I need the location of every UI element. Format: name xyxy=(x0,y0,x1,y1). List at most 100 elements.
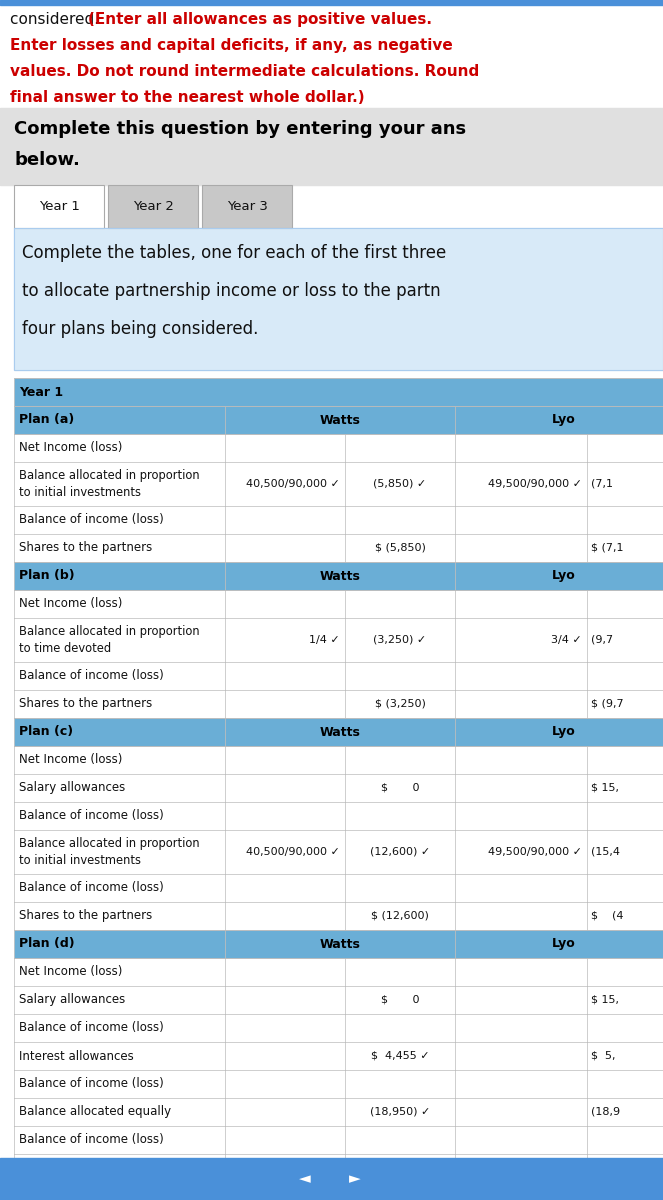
Text: considered.: considered. xyxy=(10,12,104,26)
Bar xyxy=(14,802,663,830)
Bar xyxy=(0,5,663,118)
Bar xyxy=(14,228,663,370)
Bar xyxy=(14,662,663,690)
Text: 3/4 ✓: 3/4 ✓ xyxy=(551,635,582,646)
Text: Shares to the partners: Shares to the partners xyxy=(19,1162,152,1175)
Text: $       0: $ 0 xyxy=(381,782,419,793)
Bar xyxy=(14,986,663,1014)
Text: Watts: Watts xyxy=(320,726,361,738)
Text: Plan (b): Plan (b) xyxy=(19,570,75,582)
Text: 40,500/90,000 ✓: 40,500/90,000 ✓ xyxy=(246,479,340,490)
Bar xyxy=(14,718,225,746)
Text: below.: below. xyxy=(14,151,80,169)
Bar xyxy=(14,958,663,986)
Bar xyxy=(455,718,663,746)
Text: (7,1: (7,1 xyxy=(591,479,613,490)
Text: Shares to the partners: Shares to the partners xyxy=(19,697,152,710)
Text: Net Income (loss): Net Income (loss) xyxy=(19,754,123,767)
Bar xyxy=(225,930,455,958)
Bar xyxy=(202,185,292,228)
Bar xyxy=(14,902,663,930)
Bar xyxy=(225,406,455,434)
Text: 49,500/90,000 ✓: 49,500/90,000 ✓ xyxy=(488,847,582,857)
Bar xyxy=(14,930,225,958)
Bar xyxy=(14,506,663,534)
Bar xyxy=(455,562,663,590)
Text: (18,950) ✓: (18,950) ✓ xyxy=(370,1106,430,1117)
Text: Balance allocated in proportion: Balance allocated in proportion xyxy=(19,468,200,481)
Text: Balance of income (loss): Balance of income (loss) xyxy=(19,1078,164,1091)
Text: Year 1: Year 1 xyxy=(19,385,63,398)
Text: $ (3,250): $ (3,250) xyxy=(375,698,426,709)
Text: Shares to the partners: Shares to the partners xyxy=(19,910,152,923)
Text: Salary allowances: Salary allowances xyxy=(19,781,125,794)
Bar xyxy=(14,874,663,902)
Text: Plan (c): Plan (c) xyxy=(19,726,73,738)
Bar xyxy=(14,590,663,618)
Text: Watts: Watts xyxy=(320,937,361,950)
Text: (15,4: (15,4 xyxy=(591,847,620,857)
Text: Salary allowances: Salary allowances xyxy=(19,994,125,1007)
Bar xyxy=(455,406,663,434)
Bar xyxy=(14,690,663,718)
Bar xyxy=(14,1014,663,1042)
Text: Balance of income (loss): Balance of income (loss) xyxy=(19,810,164,822)
Text: $  5,: $ 5, xyxy=(591,1051,615,1061)
Bar xyxy=(225,718,455,746)
Text: Balance of income (loss): Balance of income (loss) xyxy=(19,1021,164,1034)
Text: $    (4: $ (4 xyxy=(591,911,623,922)
Text: Year 2: Year 2 xyxy=(133,200,174,214)
Text: values. Do not round intermediate calculations. Round: values. Do not round intermediate calcul… xyxy=(10,64,479,79)
Text: (5,850) ✓: (5,850) ✓ xyxy=(373,479,426,490)
Text: Lyo: Lyo xyxy=(552,414,576,426)
Text: 49,500/90,000 ✓: 49,500/90,000 ✓ xyxy=(488,479,582,490)
Text: $ (14,495): $ (14,495) xyxy=(371,1163,429,1174)
Bar xyxy=(14,746,663,774)
Bar xyxy=(14,1098,663,1126)
Text: Plan (a): Plan (a) xyxy=(19,414,74,426)
Bar xyxy=(108,185,198,228)
Text: 1/4 ✓: 1/4 ✓ xyxy=(309,635,340,646)
Bar xyxy=(14,774,663,802)
Text: ►: ► xyxy=(349,1171,361,1187)
Bar xyxy=(455,930,663,958)
Text: $   1,: $ 1, xyxy=(591,1163,619,1174)
Bar xyxy=(14,534,663,562)
Text: $ (5,850): $ (5,850) xyxy=(375,542,426,553)
Bar xyxy=(14,228,663,370)
Bar xyxy=(14,378,663,406)
Text: Balance of income (loss): Balance of income (loss) xyxy=(19,670,164,683)
Text: Complete this question by entering your ans: Complete this question by entering your … xyxy=(14,120,466,138)
Bar xyxy=(0,108,663,185)
Text: Interest allowances: Interest allowances xyxy=(19,1050,134,1062)
Bar xyxy=(225,562,455,590)
Text: $ 15,: $ 15, xyxy=(591,995,619,1006)
Text: Lyo: Lyo xyxy=(552,570,576,582)
Text: $ (7,1: $ (7,1 xyxy=(591,542,623,553)
Bar xyxy=(14,830,663,874)
Bar xyxy=(14,1126,663,1154)
Text: to initial investments: to initial investments xyxy=(19,854,141,868)
Text: ◄: ◄ xyxy=(299,1171,311,1187)
Text: $ (12,600): $ (12,600) xyxy=(371,911,429,922)
Text: Balance of income (loss): Balance of income (loss) xyxy=(19,882,164,894)
Text: (9,7: (9,7 xyxy=(591,635,613,646)
Text: to time devoted: to time devoted xyxy=(19,642,111,655)
Bar xyxy=(14,406,225,434)
Text: Watts: Watts xyxy=(320,414,361,426)
Text: Balance allocated in proportion: Balance allocated in proportion xyxy=(19,624,200,637)
Text: Year 3: Year 3 xyxy=(227,200,267,214)
Text: 40,500/90,000 ✓: 40,500/90,000 ✓ xyxy=(246,847,340,857)
Text: (12,600) ✓: (12,600) ✓ xyxy=(370,847,430,857)
Text: four plans being considered.: four plans being considered. xyxy=(22,320,259,338)
Text: (Enter all allowances as positive values.: (Enter all allowances as positive values… xyxy=(88,12,432,26)
Text: (3,250) ✓: (3,250) ✓ xyxy=(373,635,426,646)
Text: (18,9: (18,9 xyxy=(591,1106,620,1117)
Bar xyxy=(14,1154,663,1182)
Bar xyxy=(14,185,104,228)
Text: Lyo: Lyo xyxy=(552,937,576,950)
Bar xyxy=(0,1158,663,1200)
Text: $ (9,7: $ (9,7 xyxy=(591,698,624,709)
Text: Net Income (loss): Net Income (loss) xyxy=(19,966,123,978)
Text: Net Income (loss): Net Income (loss) xyxy=(19,442,123,455)
